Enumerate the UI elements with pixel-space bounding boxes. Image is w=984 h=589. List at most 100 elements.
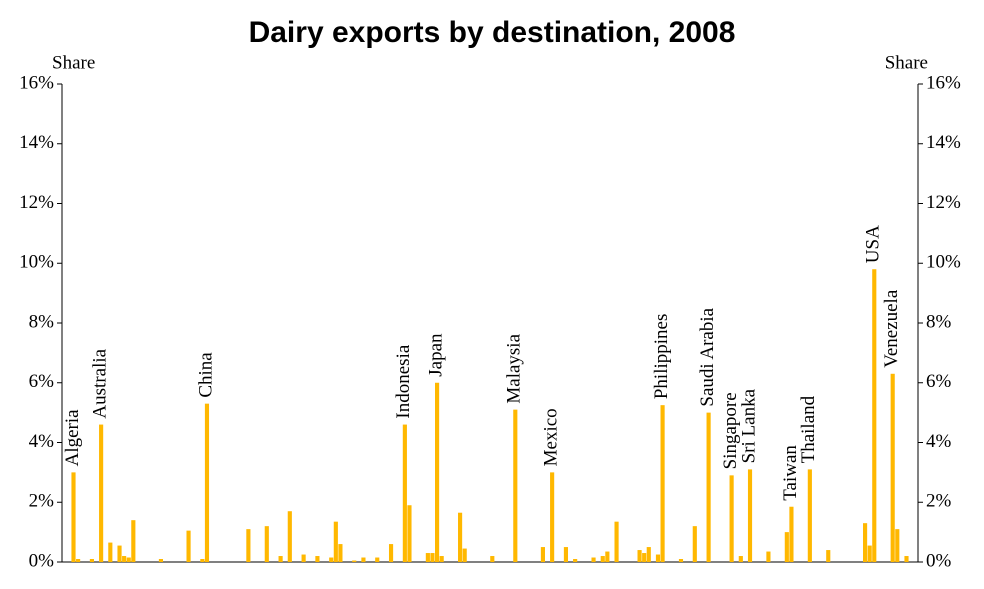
bar-category-label: Malaysia	[504, 333, 525, 403]
bar	[660, 405, 665, 562]
bar	[766, 551, 771, 562]
bar	[329, 557, 334, 562]
bar	[287, 511, 292, 562]
bar	[637, 550, 642, 562]
bar	[361, 557, 366, 562]
bar	[117, 545, 122, 562]
bar-category-label: Japan	[425, 333, 446, 377]
bar	[122, 556, 127, 562]
y-tick-label: 0%	[29, 550, 55, 571]
bar	[863, 523, 868, 562]
bar	[264, 526, 269, 562]
y2-axis-label: Share	[885, 52, 928, 73]
bar	[789, 506, 794, 562]
bar-category-label: Singapore	[720, 392, 741, 469]
bar-category-label: Australia	[89, 348, 110, 418]
bar	[435, 382, 440, 562]
bar	[108, 542, 113, 562]
bar	[550, 472, 555, 562]
bar-category-label: USA	[863, 225, 884, 263]
bar	[605, 551, 610, 562]
y-tick-label: 6%	[29, 371, 55, 392]
bar	[204, 403, 210, 562]
bar-category-label: Sri Lanka	[738, 388, 759, 463]
bar	[895, 529, 900, 562]
bar	[246, 529, 251, 562]
bar	[807, 469, 812, 562]
y-tick-label: 12%	[19, 192, 54, 213]
bar	[71, 472, 76, 562]
y-tick-label: 8%	[29, 311, 55, 332]
bar	[352, 560, 357, 562]
bar	[826, 550, 831, 562]
bar	[513, 409, 518, 562]
bar	[867, 545, 872, 562]
y2-tick-label: 14%	[926, 132, 961, 153]
bar	[301, 554, 306, 562]
bar-category-label: Philippines	[651, 314, 672, 400]
y-tick-label: 10%	[19, 252, 54, 273]
bar	[439, 556, 444, 562]
bar	[678, 559, 684, 562]
bar	[890, 373, 895, 562]
bar	[278, 556, 283, 562]
bar-category-label: Indonesia	[393, 344, 414, 418]
bar	[402, 424, 407, 562]
y2-tick-label: 8%	[926, 311, 952, 332]
bar	[738, 556, 743, 562]
bar-category-label: Taiwan	[780, 445, 801, 501]
bar	[375, 557, 380, 562]
bar	[186, 530, 191, 562]
y2-tick-label: 0%	[926, 550, 952, 571]
bar	[76, 559, 81, 562]
bar-category-label: Saudi Arabia	[697, 307, 718, 406]
bar	[642, 553, 647, 562]
bar	[158, 559, 164, 562]
bar	[462, 548, 467, 562]
bar	[126, 557, 131, 562]
y-tick-label: 16%	[19, 72, 54, 93]
bar	[591, 557, 596, 562]
y-tick-label: 14%	[19, 132, 54, 153]
bar	[388, 544, 394, 562]
bar	[729, 475, 734, 562]
bar	[540, 547, 545, 562]
bar-category-label: Thailand	[798, 395, 819, 463]
bar	[614, 521, 619, 562]
bar	[904, 556, 909, 562]
bar	[458, 512, 463, 562]
bar	[338, 544, 343, 562]
bar	[200, 559, 205, 562]
bar	[425, 553, 430, 562]
chart-title: Dairy exports by destination, 2008	[249, 16, 736, 49]
bar	[872, 269, 877, 562]
bar-category-label: China	[195, 352, 216, 398]
bar	[407, 505, 412, 562]
bar	[563, 547, 569, 562]
bar	[333, 521, 338, 562]
bar	[692, 526, 697, 562]
bar	[315, 556, 320, 562]
bar	[99, 424, 104, 562]
y2-tick-label: 10%	[926, 252, 961, 273]
bar	[784, 532, 789, 562]
y2-tick-label: 6%	[926, 371, 952, 392]
y-axis-label: Share	[52, 52, 95, 73]
y2-tick-label: 12%	[926, 192, 961, 213]
bar	[89, 559, 94, 562]
bar-category-label: Mexico	[540, 408, 561, 466]
y2-tick-label: 4%	[926, 431, 952, 452]
y-tick-label: 2%	[29, 491, 55, 512]
y2-tick-label: 2%	[926, 491, 952, 512]
bar	[573, 559, 578, 562]
bar	[600, 556, 605, 562]
bar-category-label: Algeria	[62, 409, 83, 467]
y-tick-label: 4%	[29, 431, 55, 452]
bar	[490, 556, 495, 562]
y2-tick-label: 16%	[926, 72, 961, 93]
bar	[655, 554, 661, 562]
bar	[430, 553, 435, 562]
bar	[706, 412, 711, 562]
bar	[131, 520, 136, 562]
